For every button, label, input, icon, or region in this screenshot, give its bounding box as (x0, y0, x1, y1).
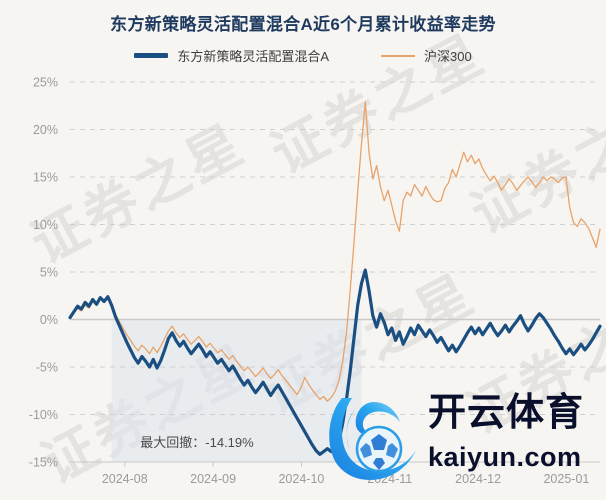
y-axis-tick-label: -5% (36, 361, 58, 375)
y-axis-tick-label: 20% (33, 123, 58, 137)
x-axis-tick-label: 2024-12 (455, 472, 501, 486)
y-axis-tick-label: -10% (29, 408, 58, 422)
y-axis-tick-label: 10% (33, 218, 58, 232)
y-axis-tick-label: 15% (33, 171, 58, 185)
legend-item-fund[interactable]: 东方新策略灵活配置混合A (134, 46, 329, 65)
max-drawdown-band (111, 319, 362, 462)
y-axis-tick-label: 25% (33, 76, 58, 90)
legend-swatch-index-icon (380, 54, 415, 57)
x-axis-tick-label: 2024-09 (190, 472, 236, 486)
y-axis-tick-label: 0% (40, 313, 58, 327)
x-axis-tick-label: 2025-01 (543, 472, 589, 486)
legend-item-index[interactable]: 沪深300 (380, 46, 472, 65)
x-axis-tick-label: 2024-08 (102, 472, 148, 486)
max-drawdown-annotation: 最大回撤：-14.19% (140, 435, 254, 450)
y-axis-tick-label: 5% (40, 266, 58, 280)
chart-legend: 东方新策略灵活配置混合A 沪深300 (0, 46, 606, 65)
series-line-index (69, 101, 601, 402)
legend-label-fund: 东方新策略灵活配置混合A (177, 49, 329, 64)
x-axis-tick-label: 2024-11 (367, 472, 412, 486)
y-axis-tick-label: -15% (29, 456, 58, 470)
chart-title: 东方新策略灵活配置混合A近6个月累计收益率走势 (110, 15, 496, 34)
x-axis-tick-label: 2024-10 (278, 472, 324, 486)
legend-label-index: 沪深300 (423, 49, 472, 64)
legend-swatch-fund-icon (134, 53, 169, 58)
